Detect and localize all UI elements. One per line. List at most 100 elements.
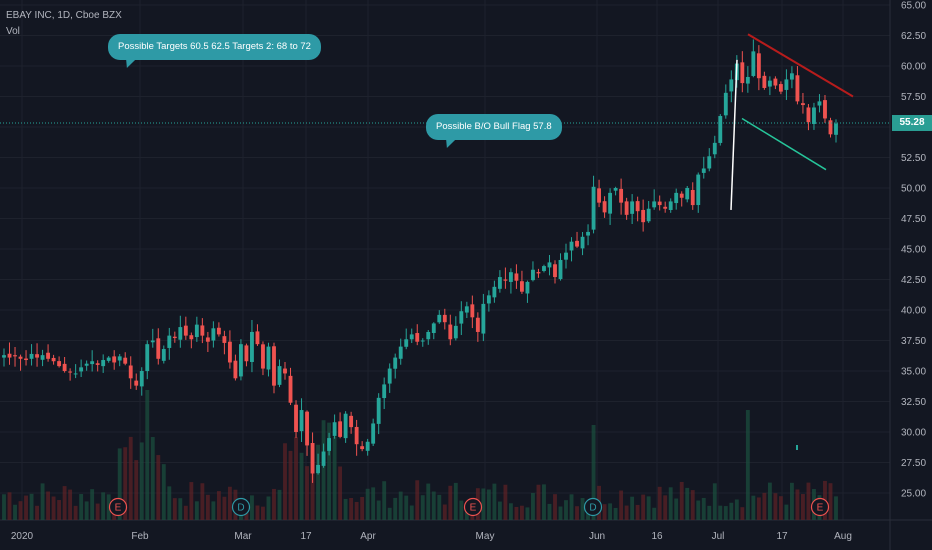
candle-body	[630, 201, 635, 214]
candle-body	[7, 353, 12, 358]
candle-body	[745, 76, 750, 84]
volume-bar	[734, 499, 739, 520]
volume-bar	[690, 490, 695, 520]
volume-bar	[167, 486, 172, 520]
volume-bar	[514, 506, 519, 520]
volume-bar	[29, 493, 34, 520]
targets-callout[interactable]: Possible Targets 60.5 62.5 Targets 2: 68…	[108, 34, 321, 60]
volume-bar	[393, 497, 398, 520]
candle-body	[73, 373, 78, 375]
volume-bar	[459, 500, 464, 520]
candle-body	[453, 325, 458, 339]
volume-bar	[288, 450, 293, 520]
x-tick-label: Mar	[234, 531, 252, 542]
candle-body	[90, 361, 95, 365]
volume-bar	[668, 487, 673, 520]
volume-bar	[652, 507, 657, 520]
y-tick-label: 37.50	[901, 336, 926, 347]
candle-body	[426, 331, 431, 340]
volume-bar	[503, 484, 508, 520]
candle-body	[712, 142, 717, 155]
candle-body	[18, 356, 23, 359]
volume-bar	[194, 501, 199, 520]
candle-body	[690, 189, 695, 206]
candle-body	[178, 327, 183, 340]
volume-bar	[51, 496, 56, 520]
volume-bar	[382, 481, 387, 520]
volume-bar	[674, 498, 679, 520]
volume-bar	[216, 491, 221, 520]
candle-body	[442, 314, 447, 323]
candle-body	[817, 101, 822, 106]
volume-bar	[7, 492, 12, 520]
volume-bar	[310, 456, 315, 520]
candle-body	[795, 75, 800, 102]
candle-body	[514, 273, 519, 281]
candle-body	[51, 357, 56, 362]
volume-bar	[437, 494, 442, 520]
candle-body	[481, 303, 486, 334]
volume-bar	[156, 455, 161, 520]
candle-body	[68, 371, 73, 373]
volume-bar	[376, 500, 381, 520]
candle-body	[591, 186, 596, 230]
candle-body	[553, 264, 557, 278]
volume-bar	[106, 494, 111, 520]
volume-bar	[183, 505, 188, 520]
dividend-marker	[231, 497, 251, 517]
candle-body	[128, 365, 133, 379]
candle-body	[216, 327, 221, 335]
volume-bar	[580, 498, 585, 520]
volume-bar	[663, 495, 668, 520]
x-tick-label: Jul	[712, 531, 725, 542]
candle-body	[580, 236, 585, 249]
y-tick-label: 30.00	[901, 428, 926, 439]
volume-bar	[492, 483, 497, 520]
candle-body	[624, 201, 629, 215]
volume-bar	[299, 452, 304, 520]
candle-body	[233, 360, 238, 379]
volume-bar	[261, 506, 265, 520]
volume-bar	[128, 436, 133, 520]
candle-body	[161, 349, 166, 361]
volume-bar	[250, 495, 254, 520]
volume-bar	[354, 501, 359, 520]
candle-body	[756, 53, 761, 79]
volume-bar	[73, 505, 78, 520]
candle-body	[531, 269, 535, 281]
volume-bar	[294, 437, 298, 520]
candle-body	[679, 193, 684, 198]
volume-bar	[486, 489, 491, 520]
volume-bar	[40, 483, 45, 520]
volume-bar	[542, 484, 546, 520]
candle-body	[398, 346, 403, 359]
candle-body	[641, 209, 646, 223]
volume-bar	[272, 488, 276, 520]
earnings-marker-label: E	[817, 503, 824, 514]
volume-label: Vol	[6, 26, 20, 37]
candle-body	[762, 75, 767, 88]
candle-body	[613, 188, 618, 191]
volume-bar	[35, 505, 39, 520]
earnings-marker-label: E	[115, 503, 122, 514]
x-tick-label: May	[476, 531, 495, 542]
y-tick-label: 47.50	[901, 214, 926, 225]
candle-body	[503, 279, 508, 281]
volume-bar	[255, 505, 260, 520]
candle-body	[376, 397, 381, 424]
candle-body	[685, 188, 690, 200]
volume-bar	[277, 489, 282, 520]
candle-body	[183, 325, 188, 336]
candle-body	[139, 371, 144, 387]
volume-bar	[404, 495, 409, 520]
volume-bar	[679, 481, 684, 520]
candle-body	[189, 335, 194, 340]
volume-bar	[316, 444, 320, 520]
bull-flag-callout[interactable]: Possible B/O Bull Flag 57.8	[426, 114, 562, 140]
volume-bar	[305, 466, 309, 520]
candle-body	[404, 339, 409, 347]
earnings-marker	[108, 497, 128, 517]
x-tick-label: Feb	[131, 531, 149, 542]
